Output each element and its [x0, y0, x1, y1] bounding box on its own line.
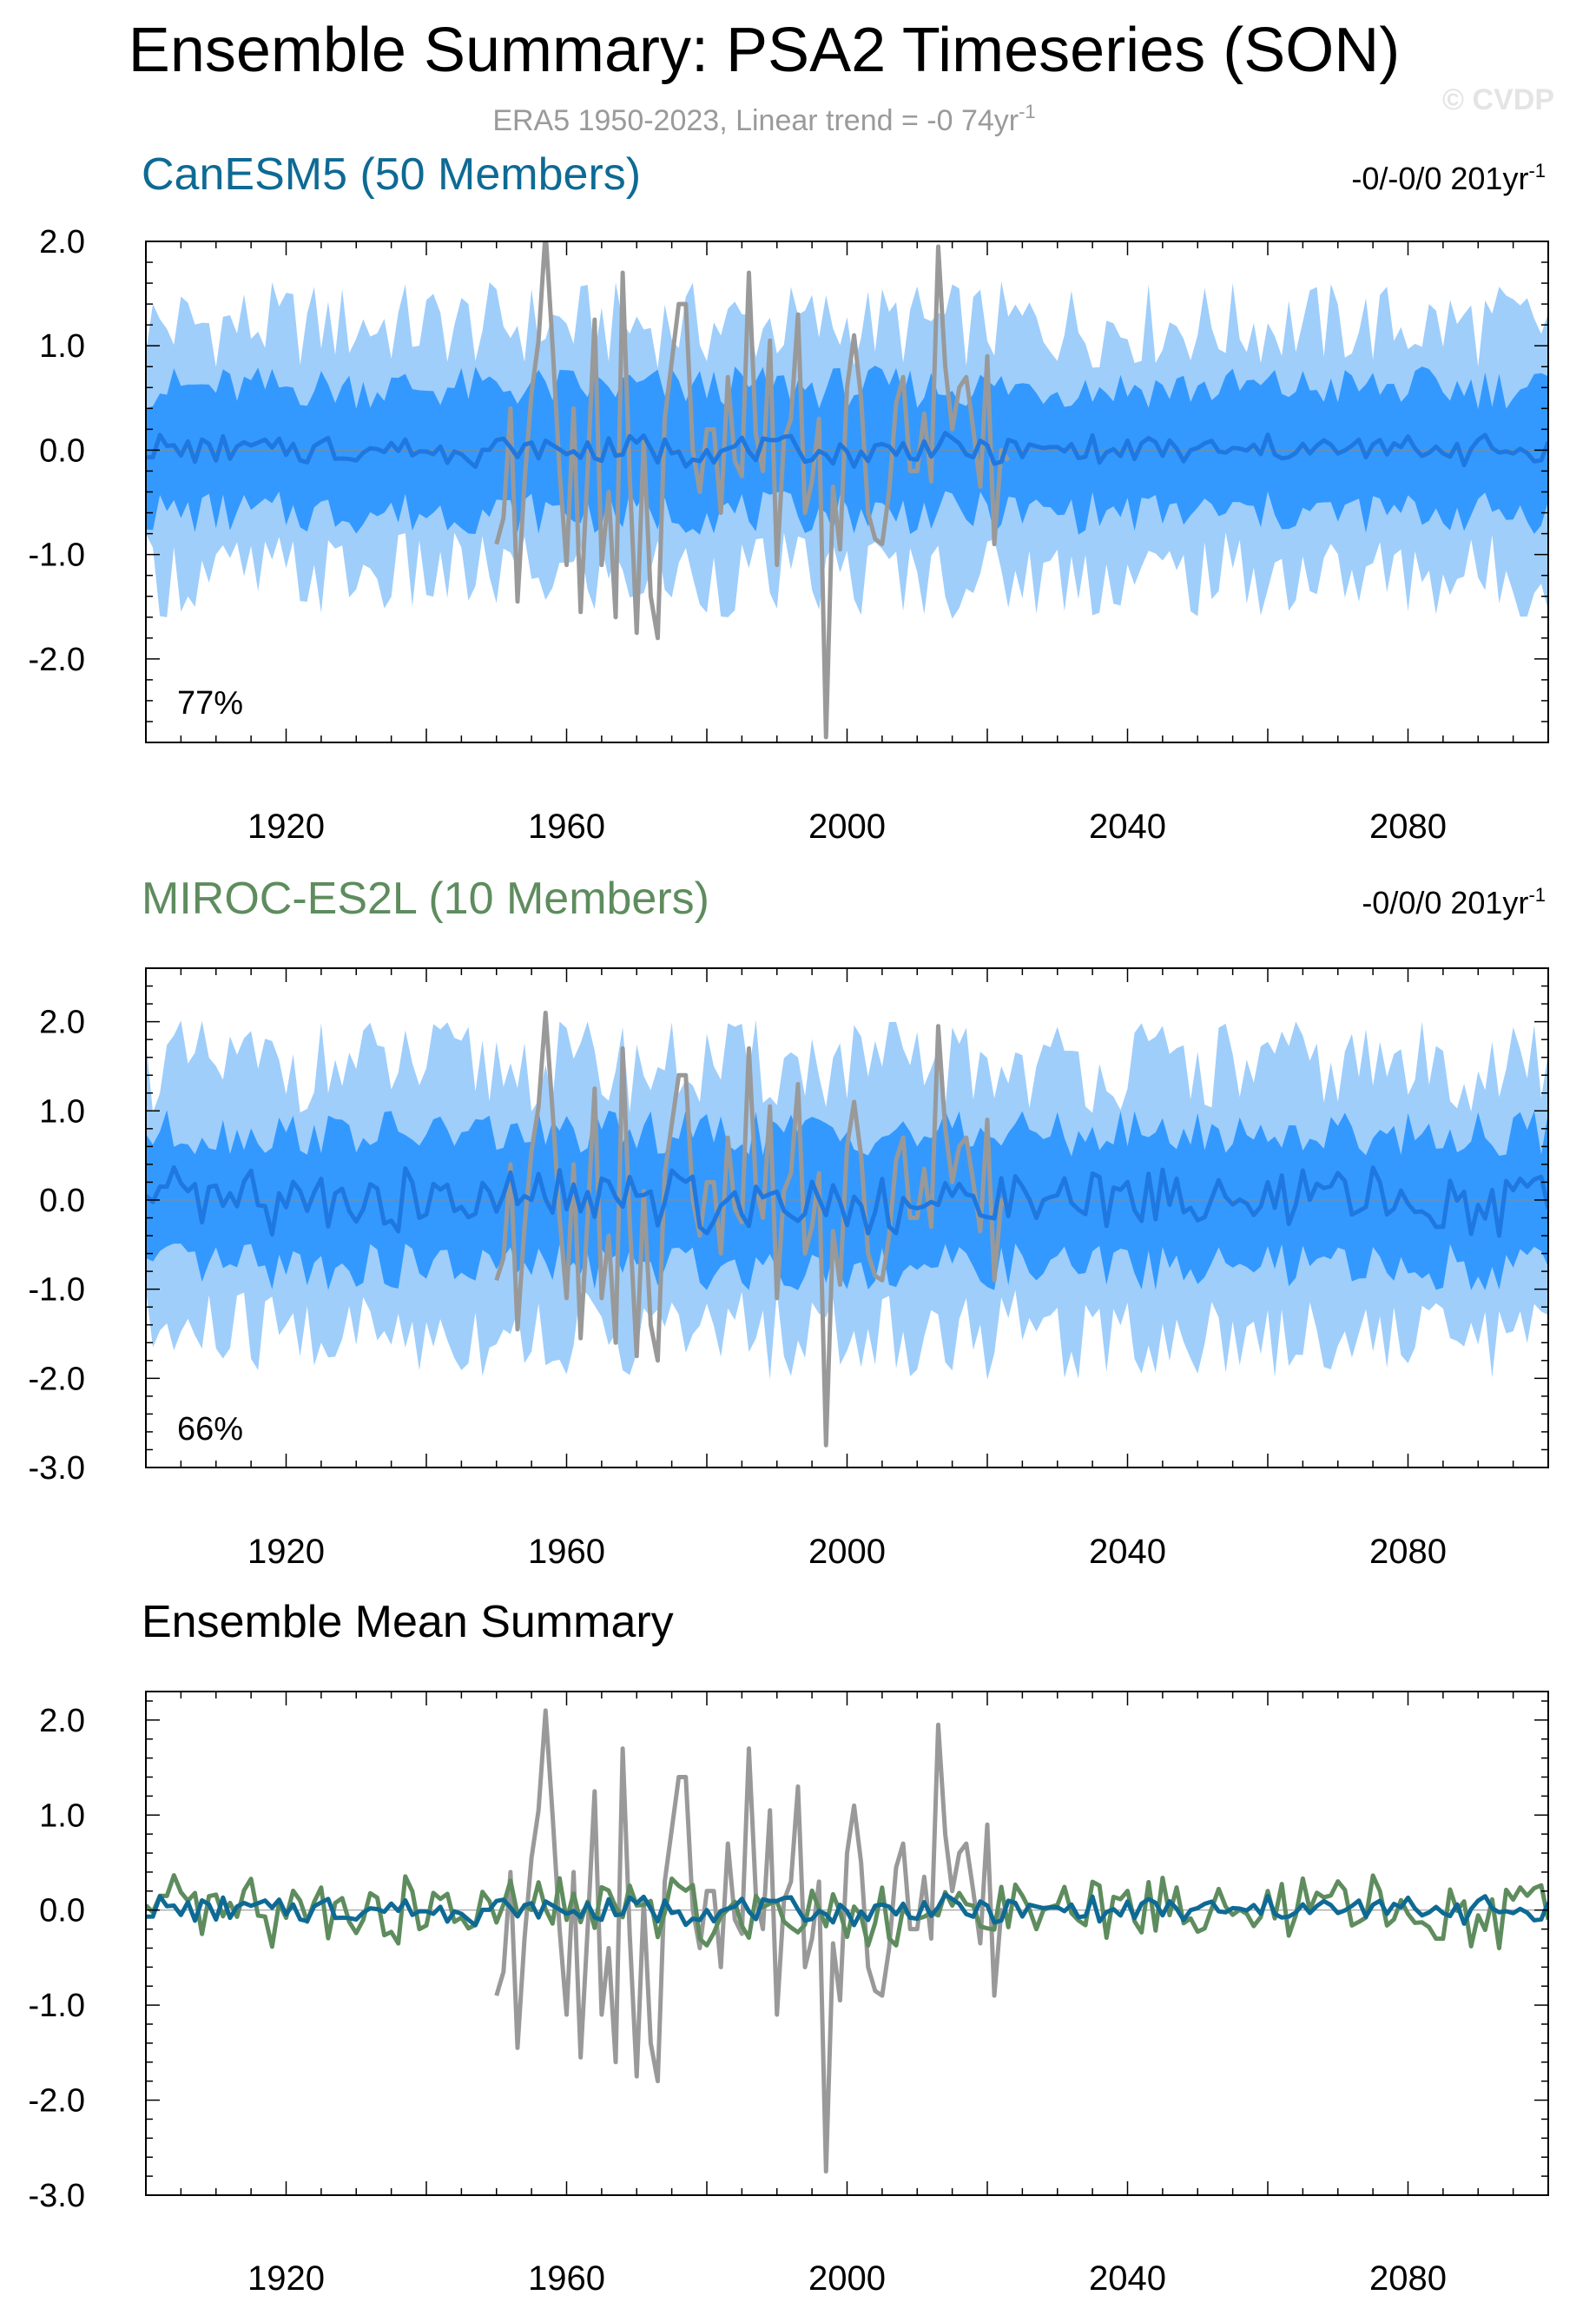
figure-subtitle: ERA5 1950-2023, Linear trend = -0 74yr-1	[492, 101, 1035, 137]
x-tick-label: 1960	[528, 2259, 605, 2298]
panel-miroc-es2l: MIROC-ES2L (10 Members) -0/0/0 201yr-1 2.0…	[29, 874, 1549, 1571]
y-tick-label: 2.0	[39, 1703, 85, 1739]
x-tick-label: 1920	[247, 1533, 325, 1571]
y-tick-label: 1.0	[39, 328, 85, 365]
panel-title: MIROC-ES2L (10 Members)	[142, 874, 709, 924]
trend-label: -0/-0/0 201yr-1	[1351, 160, 1546, 196]
panel-title: Ensemble Mean Summary	[142, 1597, 674, 1647]
y-tick-label: -2.0	[29, 1361, 85, 1397]
percent-label: 66%	[177, 1411, 243, 1448]
x-tick-label: 2080	[1369, 808, 1447, 846]
x-tick-label: 2080	[1369, 1533, 1447, 1571]
x-tick-label: 1920	[247, 808, 325, 846]
ensemble-mean-line	[146, 1164, 1548, 1238]
y-tick-label: 2.0	[39, 1005, 85, 1041]
observations-line	[494, 1708, 1011, 2174]
y-tick-label: 0.0	[39, 432, 85, 469]
panels-group: CanESM5 (50 Members) -0/-0/0 201yr-1 2.0 1.…	[29, 149, 1549, 2298]
ensemble-mean-line	[146, 431, 1548, 470]
x-tick-label: 2080	[1369, 2259, 1447, 2298]
y-tick-label: 1.0	[39, 1797, 85, 1834]
observations-line	[494, 1010, 1011, 1448]
canesm5-mean-line	[146, 1892, 1548, 1928]
x-tick-label: 1920	[247, 2259, 325, 2298]
x-tick-label: 2000	[808, 1533, 886, 1571]
y-tick-label: -1.0	[29, 1272, 85, 1309]
y-tick-label: -2.0	[29, 642, 85, 678]
x-tick-label: 2000	[808, 808, 886, 846]
y-tick-label: -3.0	[29, 2178, 85, 2214]
y-tick-label: 0.0	[39, 1183, 85, 1219]
panel-canesm5: CanESM5 (50 Members) -0/-0/0 201yr-1 2.0 1.…	[29, 149, 1549, 846]
plot-area	[146, 1010, 1548, 1448]
x-tick-label: 2040	[1089, 1533, 1166, 1571]
figure-title: Ensemble Summary: PSA2 Timeseries (SON)	[129, 16, 1400, 85]
plot-area	[146, 1708, 1548, 2174]
x-tick-label: 1960	[528, 808, 605, 846]
y-tick-label: 1.0	[39, 1093, 85, 1130]
watermark: © CVDP	[1442, 83, 1554, 116]
plot-area	[146, 241, 1548, 740]
y-tick-label: -2.0	[29, 2083, 85, 2120]
figure-subtitle-sup: -1	[1019, 101, 1036, 122]
trend-label: -0/0/0 201yr-1	[1362, 884, 1546, 920]
y-tick-label: -1.0	[29, 1988, 85, 2024]
figure-subtitle-text: ERA5 1950-2023, Linear trend = -0 74yr	[492, 104, 1019, 137]
y-tick-label: 2.0	[39, 224, 85, 261]
y-tick-label: -3.0	[29, 1450, 85, 1487]
percent-label: 77%	[177, 685, 243, 722]
panel-title: CanESM5 (50 Members)	[142, 149, 641, 200]
x-tick-label: 2000	[808, 2259, 886, 2298]
x-tick-label: 2040	[1089, 2259, 1166, 2298]
x-tick-label: 2040	[1089, 808, 1166, 846]
panel-ensemble-mean-summary: Ensemble Mean Summary 2.0 1.0 0.0 -1.0 -2.0 -3…	[29, 1597, 1549, 2298]
plot-frame	[145, 1691, 1549, 2196]
y-tick-label: -1.0	[29, 538, 85, 574]
observations-line	[494, 241, 1011, 740]
x-tick-label: 1960	[528, 1533, 605, 1571]
y-tick-label: 0.0	[39, 1893, 85, 1929]
